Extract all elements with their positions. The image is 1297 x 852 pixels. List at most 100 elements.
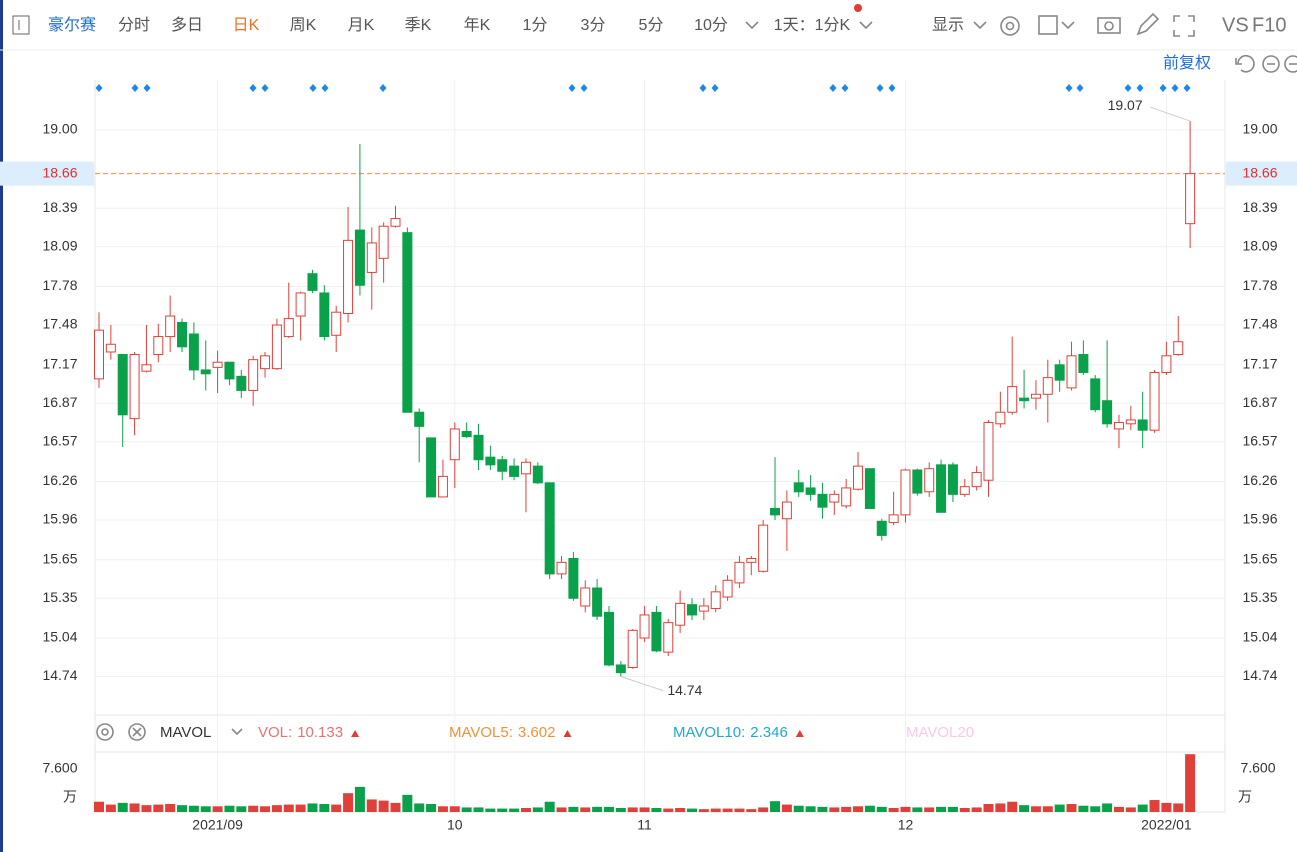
stock-name[interactable]: 豪尔赛 [48,15,96,34]
event-marker [1171,84,1179,92]
indicator-label: MAVOL10: [673,724,745,741]
tab[interactable]: 3分 [581,16,606,34]
volume-bar [283,804,294,812]
vs-button[interactable]: VS [1222,14,1249,36]
ind-close-x [132,727,142,737]
volume-bar [1054,804,1065,812]
volume-bar [888,808,899,812]
event-marker [131,84,139,92]
volume-bar [983,804,994,812]
candle-body [141,364,152,372]
volume-bar [544,801,555,812]
ind-close-icon[interactable] [128,723,146,741]
candle-body [331,311,342,336]
y-tick-label: 18.39 [42,199,77,215]
tab[interactable]: 季K [405,16,432,34]
zoom-out-icon[interactable] [1262,55,1280,73]
candle-body [402,232,413,413]
checkbox[interactable] [1038,15,1058,35]
x-tick-label: 2021/09 [192,817,243,833]
y-tick-label: 17.78 [42,277,77,293]
tab[interactable]: 多日 [171,16,203,34]
display-select[interactable]: 显示 [932,17,964,34]
candle-body [1113,422,1124,430]
y2-tick-label: 15.65 [1242,550,1277,566]
event-marker [1124,84,1132,92]
pen-icon[interactable] [1136,12,1160,36]
candle-body [770,507,781,516]
candle-body [343,239,354,314]
indicator-label: VOL: [258,724,292,741]
candle-body [94,329,104,380]
tab[interactable]: 年K [464,16,491,34]
indicator-label: MAVOL20 [906,724,974,741]
volume-bar [995,803,1006,812]
undo-icon[interactable] [1235,54,1255,73]
volume-bar [627,807,638,812]
volume-bar [829,807,840,812]
volume-bar [105,804,116,812]
volume-bar [1125,807,1136,812]
volume-bar [746,809,757,812]
candle-body [817,493,828,508]
candle-body [437,475,448,498]
candle-body [449,428,460,461]
panel-icon[interactable] [12,15,30,35]
volume-bar [592,806,603,812]
tab[interactable]: 10分 [694,16,728,34]
candle-body [936,464,947,513]
candle-body [758,524,769,572]
tab[interactable]: 月K [348,17,375,34]
volume-bar [687,808,697,812]
candle-body [414,411,425,427]
tab[interactable]: 周K [290,17,317,34]
period-select[interactable]: 1天：1分K [774,16,851,34]
tab[interactable]: 日K [233,17,260,34]
fullscreen-icon[interactable] [1173,15,1195,37]
tab[interactable]: 分时 [118,16,150,34]
y2-tick-label: 18.39 [1242,199,1277,215]
volume-bar [947,806,958,812]
volume-bar [117,802,128,812]
volume-bar [141,805,152,812]
candle-body [248,359,259,391]
volume-bar [390,802,401,812]
volume-bar [1019,805,1030,812]
event-marker [309,84,317,92]
zoom-in-icon[interactable] [1284,55,1297,73]
camera-lens [1104,21,1114,31]
y2-tick-label: 15.96 [1242,511,1277,527]
volume-bar [900,806,911,812]
y2-tick-label: 19.00 [1242,121,1277,137]
event-marker [580,84,588,92]
event-marker [1065,84,1073,92]
indicator-name[interactable]: MAVOL [160,724,211,741]
f10-button[interactable]: F10 [1252,14,1286,36]
volume-bar [1102,803,1113,812]
candle-body [236,375,247,391]
settings-icon[interactable] [1000,16,1020,36]
adjust-select[interactable]: 前复权 [1163,54,1211,72]
camera-icon[interactable] [1097,17,1121,34]
up-arrow [563,730,572,737]
tab[interactable]: 5分 [639,16,664,34]
volume-bar [1042,806,1053,812]
candle-body [520,461,531,475]
candle-body [864,468,875,509]
candle-body [710,591,721,610]
event-marker [1159,84,1167,92]
candle-body [1042,377,1053,395]
candle-body [1090,378,1101,411]
red-dot [854,4,862,12]
volume-bar [675,808,686,812]
candle-body [260,355,271,370]
candle-body [983,422,994,481]
tab[interactable]: 1分 [523,16,548,34]
candle-body [307,273,318,291]
volume-bar [924,807,935,812]
vol-tick-label: 7.600 [42,759,77,775]
indicator-label: MAVOL5: [449,724,513,741]
candle-body [853,465,864,490]
ind-settings-icon[interactable] [96,723,114,741]
